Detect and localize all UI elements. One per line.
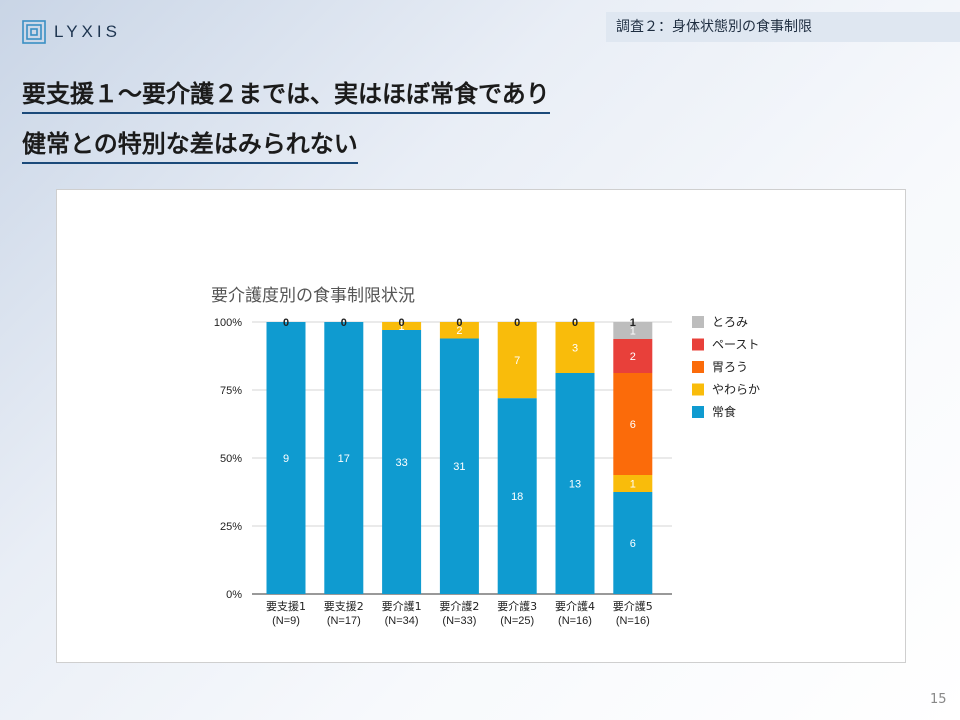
brand-logo: LYXIS (22, 20, 121, 44)
bar-segment (613, 339, 653, 373)
bar-segment (497, 322, 537, 399)
x-tick-label: 要介護5 (613, 599, 653, 613)
x-tick-sublabel: (N=16) (558, 615, 592, 627)
data-label: 17 (338, 453, 350, 465)
bar-segment (613, 475, 653, 492)
y-tick-label: 0% (226, 589, 242, 601)
x-tick-label: 要介護2 (439, 599, 479, 613)
top-data-label: 0 (572, 317, 578, 329)
top-data-label: 0 (341, 317, 347, 329)
data-label: 9 (283, 453, 289, 465)
x-tick-sublabel: (N=9) (272, 615, 300, 627)
x-tick-label: 要介護3 (497, 599, 537, 613)
top-data-label: 0 (456, 317, 462, 329)
data-label: 18 (511, 491, 523, 503)
legend-label: やわらか (712, 383, 760, 397)
top-data-label: 1 (630, 317, 636, 329)
top-data-label: 0 (283, 317, 289, 329)
legend-label: とろみ (712, 315, 748, 329)
data-label: 1 (399, 321, 405, 333)
bar-segment (439, 338, 479, 594)
data-label: 7 (514, 355, 520, 367)
bar-segment (266, 322, 306, 594)
y-tick-label: 25% (220, 521, 242, 533)
headline-line-1: 要支援１〜要介護２までは、実はほぼ常食であり (22, 74, 550, 114)
x-tick-sublabel: (N=33) (442, 615, 476, 627)
bar-segment (382, 330, 422, 594)
bar-segment (439, 322, 479, 339)
x-tick-sublabel: (N=17) (327, 615, 361, 627)
x-tick-label: 要支援2 (324, 599, 364, 613)
legend-label: 胃ろう (712, 360, 748, 374)
legend-label: 常食 (712, 404, 736, 419)
legend-label: ペースト (712, 338, 759, 352)
chart-panel (56, 189, 906, 663)
x-tick-label: 要介護4 (555, 599, 595, 613)
bar-segment (555, 373, 595, 594)
x-tick-label: 要支援1 (266, 599, 306, 613)
legend-swatch (692, 361, 704, 373)
legend-swatch (692, 316, 704, 328)
page-number: 15 (930, 692, 947, 707)
bar-segment (382, 322, 422, 330)
top-data-label: 0 (514, 317, 520, 329)
y-tick-label: 100% (214, 317, 242, 329)
x-tick-label: 要介護1 (382, 599, 422, 613)
headline-line-2: 健常との特別な差はみられない (22, 124, 358, 164)
y-tick-label: 50% (220, 453, 242, 465)
data-label: 6 (630, 538, 636, 550)
bar-segment (613, 492, 653, 594)
data-label: 13 (569, 479, 581, 491)
chart-title: 要介護度別の食事制限状況 (211, 286, 415, 306)
data-label: 31 (453, 461, 465, 473)
data-label: 1 (630, 479, 636, 491)
bar-segment (324, 322, 364, 594)
x-tick-sublabel: (N=25) (500, 615, 534, 627)
section-tag: 調査２：身体状態別の食事制限 (606, 12, 960, 42)
bar-segment (555, 322, 595, 373)
x-tick-sublabel: (N=34) (385, 615, 419, 627)
data-label: 2 (630, 351, 636, 363)
x-tick-sublabel: (N=16) (616, 615, 650, 627)
legend-swatch (692, 406, 704, 418)
brand-name: LYXIS (54, 22, 121, 41)
bar-segment (613, 373, 653, 475)
data-label: 2 (456, 325, 462, 337)
data-label: 33 (395, 457, 407, 469)
legend-swatch (692, 338, 704, 351)
bar-segment (497, 398, 537, 594)
top-data-label: 0 (399, 317, 405, 329)
data-label: 3 (572, 343, 578, 355)
legend-swatch (692, 383, 704, 396)
bar-segment (613, 322, 653, 339)
data-label: 6 (630, 419, 636, 431)
data-label: 1 (630, 326, 636, 338)
logo-icon (22, 20, 46, 44)
y-tick-label: 75% (220, 385, 242, 397)
